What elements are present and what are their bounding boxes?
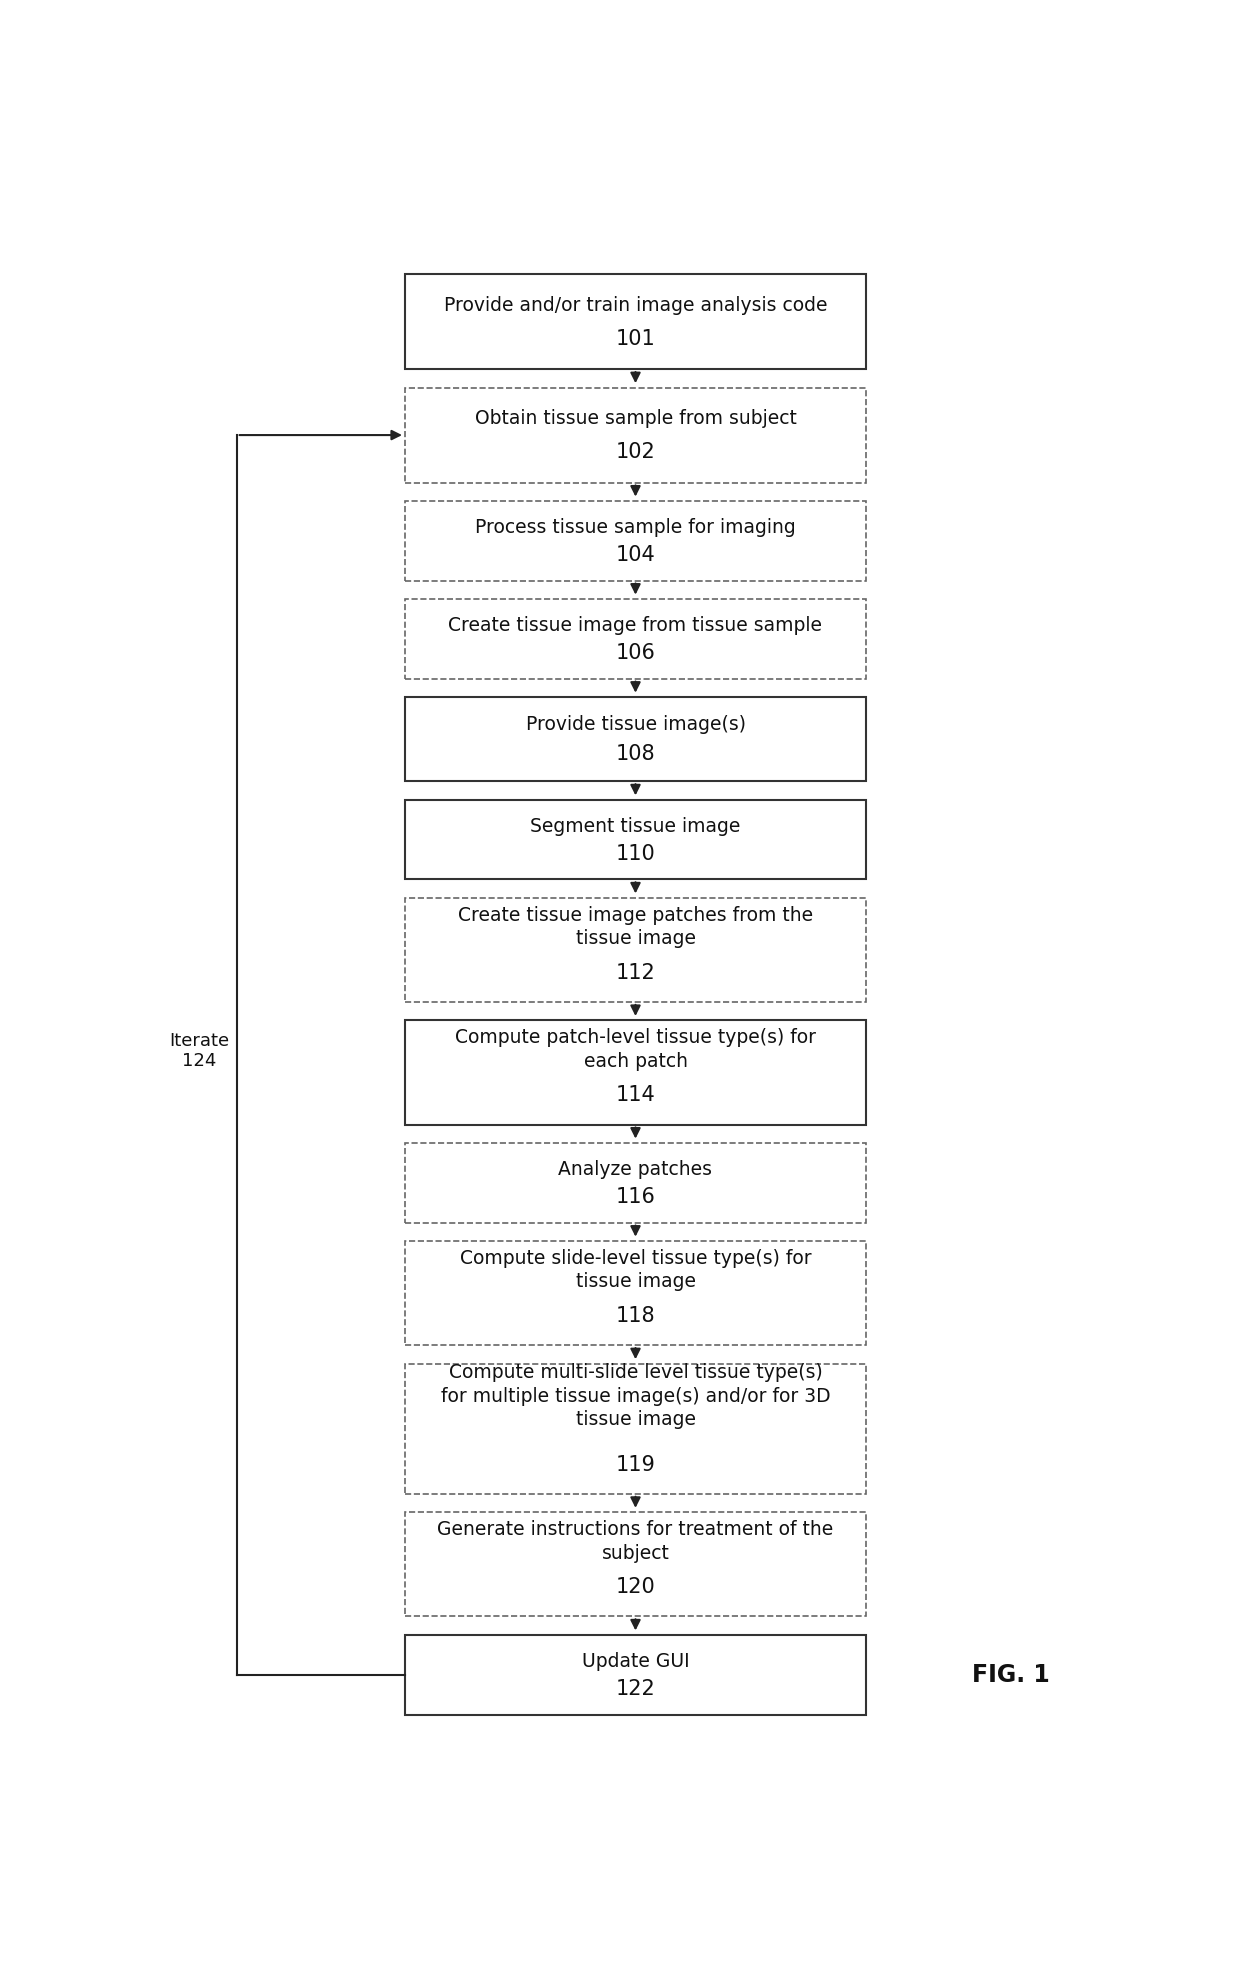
Bar: [404, 1142, 866, 1223]
Text: 101: 101: [615, 329, 656, 349]
Text: FIG. 1: FIG. 1: [972, 1662, 1049, 1687]
Text: Compute slide-level tissue type(s) for
tissue image: Compute slide-level tissue type(s) for t…: [460, 1248, 811, 1292]
Text: 118: 118: [616, 1305, 655, 1325]
Text: Compute multi-slide level tissue type(s)
for multiple tissue image(s) and/or for: Compute multi-slide level tissue type(s)…: [440, 1363, 831, 1429]
Bar: [404, 1020, 866, 1124]
Text: Create tissue image patches from the
tissue image: Create tissue image patches from the tis…: [458, 906, 813, 949]
Text: 106: 106: [615, 644, 656, 664]
Text: 114: 114: [615, 1085, 656, 1105]
Text: Obtain tissue sample from subject: Obtain tissue sample from subject: [475, 410, 796, 429]
Text: 102: 102: [615, 443, 656, 463]
Text: Compute patch-level tissue type(s) for
each patch: Compute patch-level tissue type(s) for e…: [455, 1028, 816, 1071]
Text: 119: 119: [615, 1455, 656, 1475]
Text: Process tissue sample for imaging: Process tissue sample for imaging: [475, 518, 796, 538]
Bar: [404, 799, 866, 880]
Bar: [404, 1634, 866, 1715]
Bar: [404, 274, 866, 368]
Bar: [404, 697, 866, 782]
Bar: [404, 1240, 866, 1345]
Text: 108: 108: [616, 744, 655, 764]
Text: 104: 104: [615, 545, 656, 565]
Text: Provide tissue image(s): Provide tissue image(s): [526, 715, 745, 734]
Text: 112: 112: [615, 963, 656, 983]
Bar: [404, 599, 866, 679]
Bar: [404, 500, 866, 581]
Bar: [404, 388, 866, 482]
Text: Provide and/or train image analysis code: Provide and/or train image analysis code: [444, 295, 827, 315]
Text: 116: 116: [615, 1187, 656, 1207]
Text: Update GUI: Update GUI: [582, 1652, 689, 1670]
Text: 122: 122: [615, 1680, 656, 1699]
Bar: [404, 1365, 866, 1494]
Text: 110: 110: [615, 845, 656, 864]
Text: 120: 120: [615, 1577, 656, 1597]
Text: Analyze patches: Analyze patches: [558, 1160, 713, 1179]
Text: Iterate
124: Iterate 124: [169, 1032, 229, 1071]
Text: Generate instructions for treatment of the
subject: Generate instructions for treatment of t…: [438, 1520, 833, 1563]
Bar: [404, 1512, 866, 1617]
Bar: [404, 898, 866, 1002]
Text: Segment tissue image: Segment tissue image: [531, 817, 740, 835]
Text: Create tissue image from tissue sample: Create tissue image from tissue sample: [449, 616, 822, 634]
